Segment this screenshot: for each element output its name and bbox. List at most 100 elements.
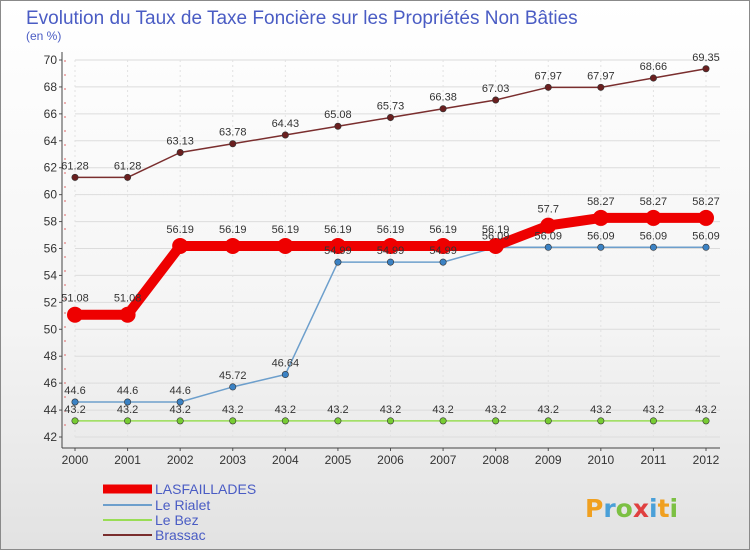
chart-title: Evolution du Taux de Taxe Foncière sur l… <box>26 8 578 29</box>
point-lasfaillades-2005 <box>329 237 346 254</box>
y-tick-54: 54 <box>44 268 58 282</box>
point-lasfaillades-2010 <box>592 209 609 226</box>
label-le-rialet-2009: 56.09 <box>534 230 562 242</box>
label-brassac-2005: 65.08 <box>324 109 352 121</box>
x-tick-2000: 2000 <box>62 453 89 467</box>
label-le-rialet-2010: 56.09 <box>587 230 615 242</box>
point-brassac-2005 <box>334 122 342 130</box>
point-le-bez-2007 <box>439 417 447 425</box>
x-tick-2008: 2008 <box>482 453 509 467</box>
grid-layer <box>74 59 720 438</box>
point-le-rialet-2010 <box>597 243 605 251</box>
label-le-bez-2003: 43.2 <box>222 404 243 416</box>
point-le-rialet-2011 <box>649 243 657 251</box>
point-brassac-2000 <box>71 173 79 181</box>
axis-layer: 42 44 46 48 50 52 54 56 58 60 62 64 66 68 70 2000 2001 20… <box>44 52 720 467</box>
y-tick-60: 60 <box>44 188 58 202</box>
point-brassac-2006 <box>386 113 394 121</box>
point-le-rialet-2004 <box>281 371 289 379</box>
legend-label-brassac: Brassac <box>155 527 206 543</box>
x-tick-2003: 2003 <box>219 453 246 467</box>
label-brassac-2006: 65.73 <box>377 100 405 112</box>
y-tick-44: 44 <box>44 403 58 417</box>
label-lasfaillades-2007: 56.19 <box>429 224 457 236</box>
label-brassac-2009: 67.97 <box>534 70 562 82</box>
x-tick-2005: 2005 <box>325 453 352 467</box>
point-le-bez-2012 <box>702 417 710 425</box>
y-tick-46: 46 <box>44 376 58 390</box>
point-lasfaillades-2006 <box>382 237 399 254</box>
label-lasfaillades-2004: 56.19 <box>272 224 300 236</box>
label-brassac-2008: 67.03 <box>482 83 510 95</box>
label-le-rialet-2008: 56.09 <box>482 230 510 242</box>
unit-label: (en %) <box>26 29 61 43</box>
y-tick-66: 66 <box>44 107 58 121</box>
label-lasfaillades-2002: 56.19 <box>166 224 194 236</box>
label-le-rialet-2005: 54.99 <box>324 245 352 257</box>
point-le-rialet-2003 <box>229 383 237 391</box>
point-le-bez-2000 <box>71 417 79 425</box>
point-brassac-2004 <box>281 131 289 139</box>
x-tick-2010: 2010 <box>587 453 614 467</box>
logo-letter: x <box>633 494 649 523</box>
x-tick-2011: 2011 <box>641 453 667 467</box>
label-le-bez-2009: 43.2 <box>538 404 559 416</box>
label-le-bez-2012: 43.2 <box>695 404 716 416</box>
label-brassac-2003: 63.78 <box>219 127 247 139</box>
y-tick-70: 70 <box>44 53 58 67</box>
point-brassac-2007 <box>439 105 447 113</box>
point-brassac-2003 <box>229 140 237 148</box>
point-le-rialet-2009 <box>544 243 552 251</box>
label-lasfaillades-2006: 56.19 <box>377 224 405 236</box>
legend-label-lasfaillades: LASFAILLADES <box>155 481 256 497</box>
label-le-bez-2008: 43.2 <box>485 404 506 416</box>
label-lasfaillades-2011: 58.27 <box>640 196 668 208</box>
label-lasfaillades-2001: 51.08 <box>114 293 142 305</box>
label-le-rialet-2011: 56.09 <box>640 230 668 242</box>
y-tick-62: 62 <box>44 161 58 175</box>
label-le-bez-2005: 43.2 <box>327 404 348 416</box>
label-le-bez-2006: 43.2 <box>380 404 401 416</box>
x-tick-2006: 2006 <box>377 453 404 467</box>
label-le-rialet-2004: 46.64 <box>272 358 300 370</box>
label-le-bez-2010: 43.2 <box>590 404 611 416</box>
point-le-bez-2004 <box>281 417 289 425</box>
point-le-bez-2003 <box>229 417 237 425</box>
label-le-bez-2004: 43.2 <box>275 404 296 416</box>
label-le-bez-2011: 43.2 <box>643 404 664 416</box>
point-brassac-2002 <box>176 148 184 156</box>
label-brassac-2011: 68.66 <box>640 61 668 73</box>
label-le-rialet-2000: 44.6 <box>64 385 85 397</box>
point-le-rialet-2000 <box>71 398 79 406</box>
point-le-bez-2009 <box>544 417 552 425</box>
y-tick-68: 68 <box>44 80 58 94</box>
x-tick-2001: 2001 <box>114 453 141 467</box>
point-lasfaillades-2001 <box>119 306 136 323</box>
x-tick-2002: 2002 <box>167 453 194 467</box>
point-lasfaillades-2003 <box>224 237 241 254</box>
point-lasfaillades-2009 <box>540 217 557 234</box>
y-tick-64: 64 <box>44 134 58 148</box>
logo-letter: P <box>585 494 603 523</box>
label-brassac-2001: 61.28 <box>114 160 142 172</box>
y-tick-42: 42 <box>44 430 58 444</box>
point-le-rialet-2001 <box>124 398 132 406</box>
label-brassac-2000: 61.28 <box>61 160 89 172</box>
y-tick-50: 50 <box>44 322 58 336</box>
logo-letter: i <box>649 494 658 523</box>
x-tick-2007: 2007 <box>430 453 457 467</box>
label-le-bez-2000: 43.2 <box>64 404 85 416</box>
x-tick-2004: 2004 <box>272 453 299 467</box>
x-tick-2009: 2009 <box>535 453 562 467</box>
point-lasfaillades-2007 <box>435 237 452 254</box>
label-lasfaillades-2012: 58.27 <box>692 196 720 208</box>
label-le-bez-2001: 43.2 <box>117 404 138 416</box>
series-layer <box>67 65 714 425</box>
y-tick-48: 48 <box>44 349 58 363</box>
label-lasfaillades-2009: 57.7 <box>538 204 559 216</box>
label-le-rialet-2002: 44.6 <box>169 385 190 397</box>
label-brassac-2007: 66.38 <box>429 92 457 104</box>
y-tick-58: 58 <box>44 215 58 229</box>
point-le-rialet-2002 <box>176 398 184 406</box>
